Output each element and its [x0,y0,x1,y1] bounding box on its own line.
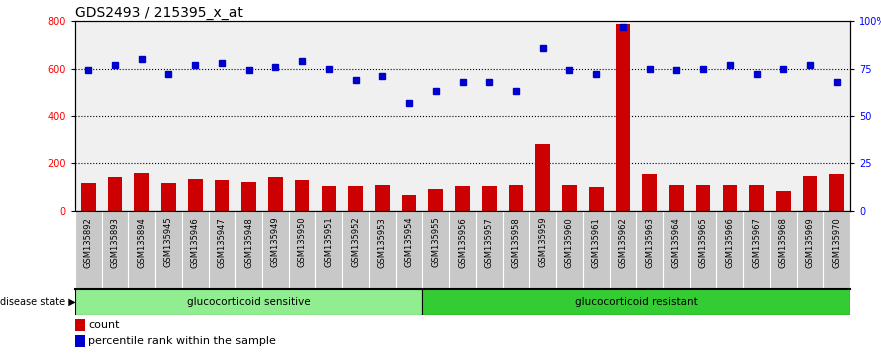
Bar [402,195,417,211]
Bar [696,184,710,211]
Bar [215,180,229,211]
Bar [616,24,630,211]
Bar [829,174,844,211]
Text: GSM135894: GSM135894 [137,217,146,268]
Bar [508,184,523,211]
Bar [375,184,389,211]
Text: GSM135952: GSM135952 [352,217,360,268]
Bar [722,184,737,211]
Text: GSM135970: GSM135970 [833,217,841,268]
Bar [589,187,603,211]
Bar [241,182,256,211]
Text: GSM135893: GSM135893 [110,217,120,268]
Bar [803,176,818,211]
Bar [295,180,309,211]
Bar [107,177,122,211]
Bar [749,184,764,211]
Bar [75,289,422,315]
Text: disease state ▶: disease state ▶ [0,297,76,307]
Bar [188,179,203,211]
Bar [268,177,283,211]
Text: GSM135945: GSM135945 [164,217,173,268]
Bar [75,319,85,331]
Bar [422,289,850,315]
Text: GSM135966: GSM135966 [725,217,735,268]
Text: GSM135956: GSM135956 [458,217,467,268]
Bar [135,173,149,211]
Text: GSM135892: GSM135892 [84,217,93,268]
Text: GSM135964: GSM135964 [672,217,681,268]
Text: GSM135965: GSM135965 [699,217,707,268]
Bar [482,186,497,211]
Text: GSM135957: GSM135957 [485,217,493,268]
Text: GSM135960: GSM135960 [565,217,574,268]
Text: glucocorticoid resistant: glucocorticoid resistant [575,297,698,307]
Text: percentile rank within the sample: percentile rank within the sample [88,336,277,346]
Text: GSM135949: GSM135949 [270,217,280,268]
Text: GSM135954: GSM135954 [404,217,413,268]
Bar [75,335,85,347]
Bar [161,183,176,211]
Text: GSM135951: GSM135951 [324,217,333,268]
Bar [348,186,363,211]
Bar [455,186,470,211]
Text: count: count [88,320,120,330]
Text: GSM135969: GSM135969 [805,217,815,268]
Bar [669,184,684,211]
Bar [776,190,790,211]
Bar [642,174,657,211]
Text: GSM135950: GSM135950 [298,217,307,268]
Text: GSM135959: GSM135959 [538,217,547,268]
Text: glucocorticoid sensitive: glucocorticoid sensitive [187,297,310,307]
Bar [322,186,337,211]
Text: GSM135961: GSM135961 [592,217,601,268]
Bar [428,189,443,211]
Text: GSM135968: GSM135968 [779,217,788,268]
Text: GSM135967: GSM135967 [752,217,761,268]
Text: GSM135946: GSM135946 [190,217,200,268]
Text: GSM135955: GSM135955 [432,217,440,268]
Bar [562,184,577,211]
Text: GSM135958: GSM135958 [512,217,521,268]
Text: GSM135963: GSM135963 [645,217,655,268]
Text: GDS2493 / 215395_x_at: GDS2493 / 215395_x_at [75,6,243,20]
Text: GSM135962: GSM135962 [618,217,627,268]
Text: GSM135953: GSM135953 [378,217,387,268]
Text: GSM135948: GSM135948 [244,217,253,268]
Bar [81,183,96,211]
Bar [536,144,550,211]
Text: GSM135947: GSM135947 [218,217,226,268]
